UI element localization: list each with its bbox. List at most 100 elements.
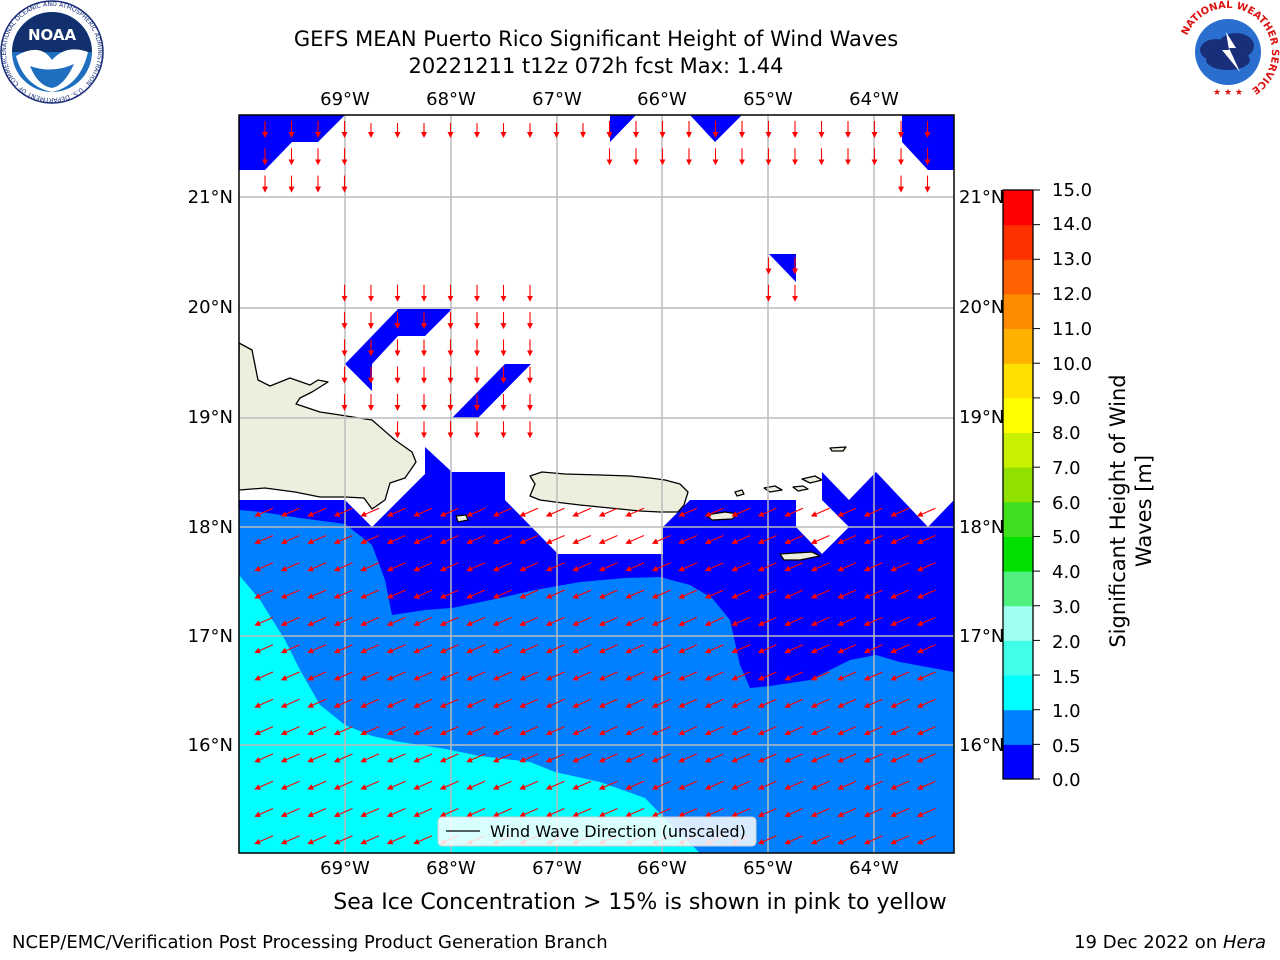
wave-direction-arrow [280,753,300,763]
wave-direction-arrow [810,616,830,626]
wave-direction-arrow [572,562,592,572]
wave-direction-arrow [731,644,751,654]
wave-direction-arrow [916,507,936,517]
wave-direction-arrow [545,616,565,626]
wave-direction-arrow [254,671,274,681]
colorbar-tick-label: 7.0 [1052,458,1081,479]
wave-direction-arrow [678,644,698,654]
wave-direction-arrow [360,644,380,654]
wave-direction-arrow [916,807,936,818]
colorbar-segment [1003,397,1033,434]
wave-direction-arrow [863,562,883,572]
wave-direction-arrow [731,698,751,708]
wave-direction-arrow [466,671,486,681]
wave-direction-arrow [466,507,486,517]
colorbar-tick-label: 0.0 [1052,770,1081,791]
wave-direction-arrow [890,589,910,599]
wave-direction-arrow [254,698,274,708]
colorbar-tick-label: 9.0 [1052,388,1081,409]
wave-direction-arrow [731,507,751,517]
colorbar-segment [1003,293,1033,330]
wave-direction-arrow [572,507,592,517]
wave-direction-arrow [492,562,512,572]
wave-direction-arrow [757,753,777,763]
nws-logo: NATIONAL WEATHER SERVICE ★ ★ ★ [1177,0,1280,103]
colorbar-tick-label: 3.0 [1052,597,1081,618]
wave-direction-arrow [598,698,618,708]
wave-direction-arrow [307,726,327,736]
wave-direction-arrow [784,698,804,708]
wave-direction-arrow [810,589,830,599]
wave-direction-arrow [466,780,486,790]
wave-direction-arrow [280,671,300,681]
wave-direction-arrow [863,835,883,845]
wave-direction-arrow [545,671,565,681]
chart-subtitle: 20221211 t12z 072h fcst Max: 1.44 [408,54,784,78]
wave-direction-arrow [307,835,327,845]
wave-direction-arrow [413,726,433,736]
wave-direction-arrow [837,589,857,599]
wave-direction-arrow [757,534,777,545]
footer-date-text: 19 Dec 2022 on [1074,932,1223,953]
wave-direction-arrow [386,835,406,845]
colorbar-segment [1003,224,1033,260]
wave-direction-arrow [651,807,671,818]
wave-direction-arrow [519,698,539,708]
wave-direction-arrow [598,644,618,654]
wave-direction-arrow [519,616,539,626]
wave-direction-arrow [598,753,618,763]
wave-direction-arrow [757,589,777,599]
wave-direction-arrow [890,644,910,654]
wave-direction-arrow [810,534,830,545]
wave-direction-arrow [333,726,353,736]
wave-direction-arrow [837,835,857,845]
wave-direction-arrow [784,589,804,599]
wave-direction-arrow [386,780,406,790]
wave-direction-arrow [572,616,592,626]
wave-direction-arrow [598,616,618,626]
wave-direction-arrow [333,698,353,708]
wave-direction-arrow [572,753,592,763]
wave-direction-arrow [413,835,433,845]
lon-label-top: 66°W [637,89,687,110]
wave-direction-arrow [333,835,353,845]
wave-direction-arrow [678,589,698,599]
colorbar [1003,189,1040,780]
wave-direction-arrow [704,726,724,736]
wave-direction-arrow [386,589,406,599]
wave-direction-arrow [492,753,512,763]
lat-label-left: 16°N [188,735,233,756]
wave-direction-arrow [572,644,592,654]
wave-direction-arrow [837,698,857,708]
wave-direction-arrow [810,698,830,708]
colorbar-segment [1003,501,1033,537]
colorbar-segment [1003,363,1033,399]
wave-direction-arrow [598,807,618,818]
wave-direction-arrow [598,589,618,599]
wave-direction-arrow [280,507,300,517]
wave-direction-arrow [280,835,300,845]
footer-host: Hera [1222,932,1266,953]
wave-direction-arrow [545,753,565,763]
wave-direction-arrow [863,807,883,818]
wave-direction-arrow [254,644,274,654]
wave-direction-arrow [466,616,486,626]
wave-direction-arrow [731,534,751,545]
noaa-logo: NATIONAL OCEANIC AND ATMOSPHERIC ADMINIS… [0,0,104,104]
wave-direction-arrow [625,835,645,845]
wave-direction-arrow [837,671,857,681]
colorbar-segment [1003,709,1033,745]
wave-direction-arrow [837,562,857,572]
st-john [792,485,809,492]
wave-direction-arrow [307,671,327,681]
wind-wave-arrows [254,121,936,845]
wave-direction-arrow [492,780,512,790]
wave-direction-arrow [360,780,380,790]
wave-direction-arrow [890,562,910,572]
wave-direction-arrow [890,835,910,845]
hispaniola [239,342,417,510]
wave-direction-arrow [545,507,565,517]
wave-direction-arrow [731,807,751,818]
wave-band-0-0.5 [239,115,954,853]
wave-direction-arrow [280,616,300,626]
